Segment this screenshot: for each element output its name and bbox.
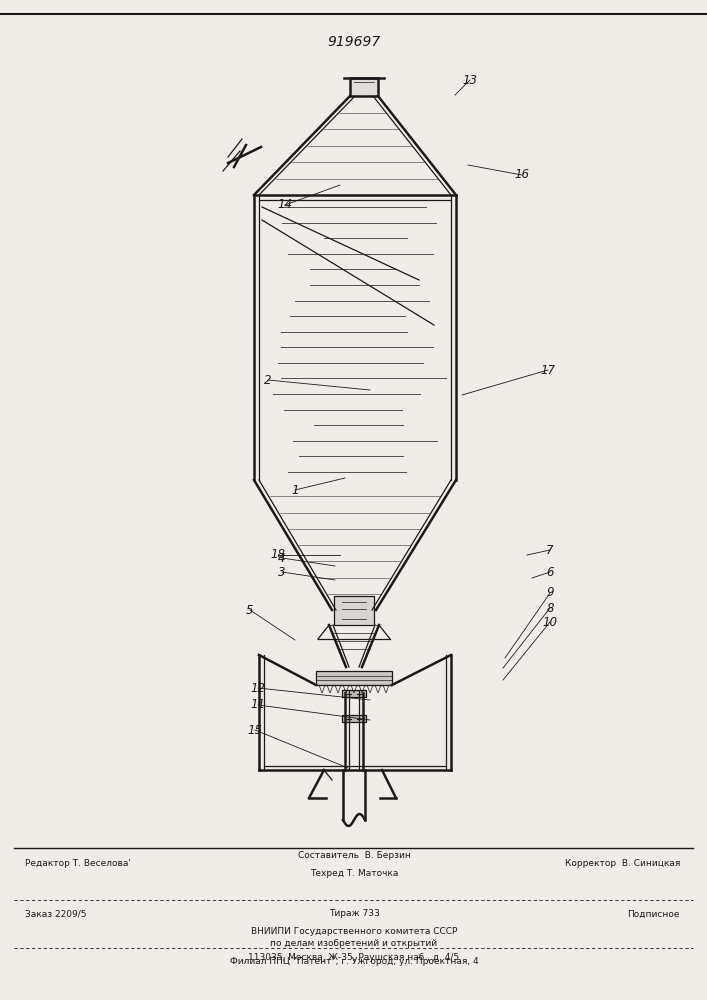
Text: 16: 16 [515, 168, 530, 182]
Text: 919697: 919697 [327, 35, 380, 49]
Text: 14: 14 [278, 198, 293, 212]
Text: 7: 7 [547, 544, 554, 556]
Bar [316, 671, 392, 685]
Bar [350, 78, 378, 96]
Text: ВНИИПИ Государственного комитета СССР: ВНИИПИ Государственного комитета СССР [251, 926, 457, 936]
Text: 12: 12 [250, 682, 266, 694]
Text: 9: 9 [547, 586, 554, 599]
Text: 1: 1 [291, 484, 299, 496]
Text: 10: 10 [542, 615, 558, 629]
Text: 2: 2 [264, 373, 271, 386]
Text: 17: 17 [540, 363, 556, 376]
Text: Тираж 733: Тираж 733 [329, 910, 380, 918]
Bar [334, 596, 374, 625]
Text: Редактор Т. Веселова': Редактор Т. Веселова' [25, 859, 131, 868]
Text: 113035, Москва, Ж-35, Раушская наб., д. 4/5: 113035, Москва, Ж-35, Раушская наб., д. … [248, 952, 460, 962]
Text: 4: 4 [279, 552, 286, 564]
Text: по делам изобретений и открытий: по делам изобретений и открытий [271, 940, 438, 948]
Text: Заказ 2209/5: Заказ 2209/5 [25, 910, 86, 918]
Bar [342, 715, 366, 722]
Text: Техред Т. Маточка: Техред Т. Маточка [310, 868, 398, 878]
Text: 11: 11 [250, 698, 266, 712]
Text: 6: 6 [547, 566, 554, 578]
Text: 5: 5 [246, 603, 254, 616]
Text: Филиал ППЦ "Патент", г. Ужгород, ул. Проектная, 4: Филиал ППЦ "Патент", г. Ужгород, ул. Про… [230, 958, 479, 966]
Text: 8: 8 [547, 601, 554, 614]
Text: 15: 15 [247, 724, 262, 736]
Text: 3: 3 [279, 566, 286, 578]
Text: Составитель  В. Берзин: Составитель В. Берзин [298, 850, 411, 859]
Text: Корректор  В. Синицкая: Корректор В. Синицкая [565, 859, 680, 868]
Text: 13: 13 [462, 74, 477, 87]
Bar [342, 690, 366, 697]
Text: 18: 18 [271, 548, 286, 562]
Text: Подписное: Подписное [628, 910, 680, 918]
